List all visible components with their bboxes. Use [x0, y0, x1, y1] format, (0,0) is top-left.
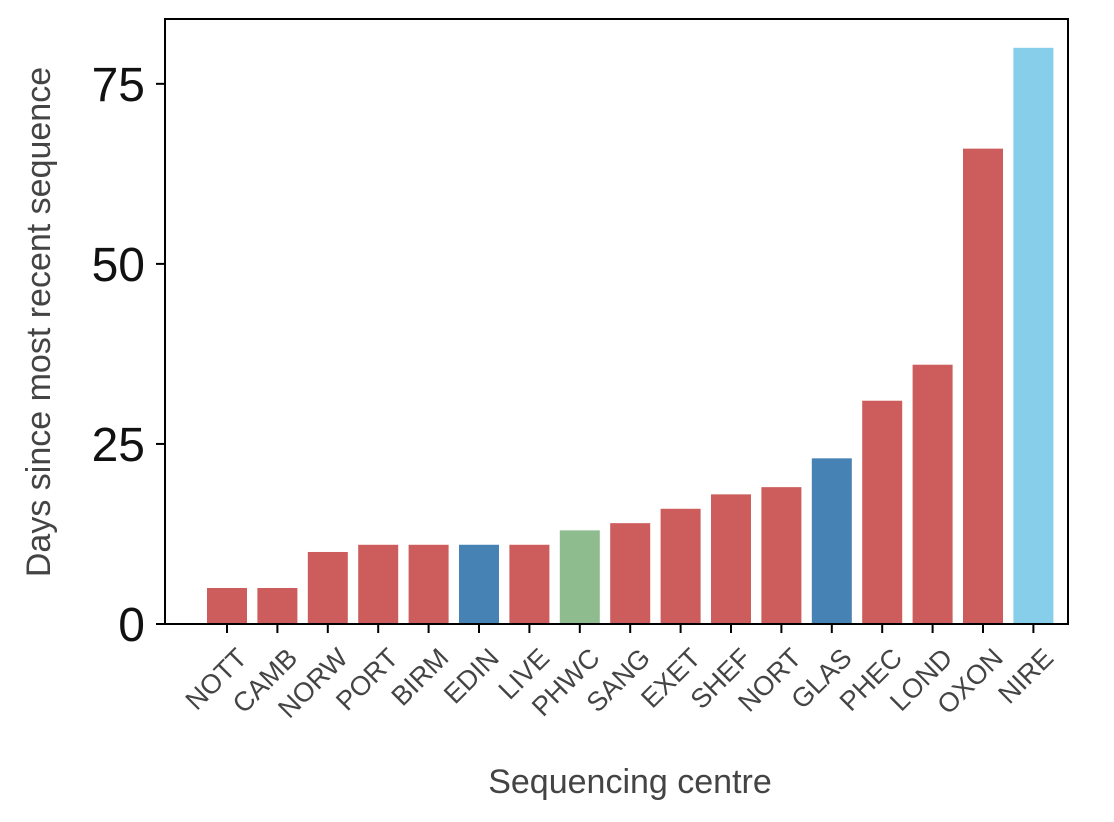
bar-exet	[660, 508, 701, 624]
x-axis: NOTTCAMBNORWPORTBIRMEDINLIVEPHWCSANGEXET…	[180, 624, 1059, 724]
y-tick-label: 75	[92, 59, 145, 112]
bar-nort	[761, 487, 802, 624]
y-tick-label: 0	[118, 599, 145, 652]
bars-group	[207, 47, 1054, 625]
bar-live	[509, 544, 550, 624]
bar-port	[358, 544, 399, 624]
x-tick-label: NIRE	[992, 643, 1059, 710]
bar-oxon	[963, 148, 1003, 624]
bar-lond	[912, 364, 953, 624]
y-axis: 0 25 50 75	[92, 59, 165, 652]
y-axis-title: Days since most recent sequence	[20, 67, 58, 577]
plot-frame	[164, 18, 1069, 625]
bar-birm	[408, 544, 449, 624]
bar-camb	[257, 587, 298, 624]
bar-sang	[610, 523, 651, 624]
bar-norw	[307, 551, 348, 624]
bar-edin	[459, 544, 499, 624]
bar-nire	[1013, 47, 1054, 625]
bar-glas	[811, 458, 852, 624]
x-tick-label: BIRM	[385, 643, 454, 712]
bar-phwc	[559, 530, 600, 624]
x-axis-title: Sequencing centre	[488, 763, 772, 801]
y-tick-label: 50	[92, 239, 145, 292]
x-tick-label: EDIN	[438, 643, 505, 710]
y-tick-label: 25	[92, 419, 145, 472]
bar-nott	[207, 587, 247, 624]
bar-phec	[862, 400, 903, 624]
bar-shef	[711, 494, 751, 624]
